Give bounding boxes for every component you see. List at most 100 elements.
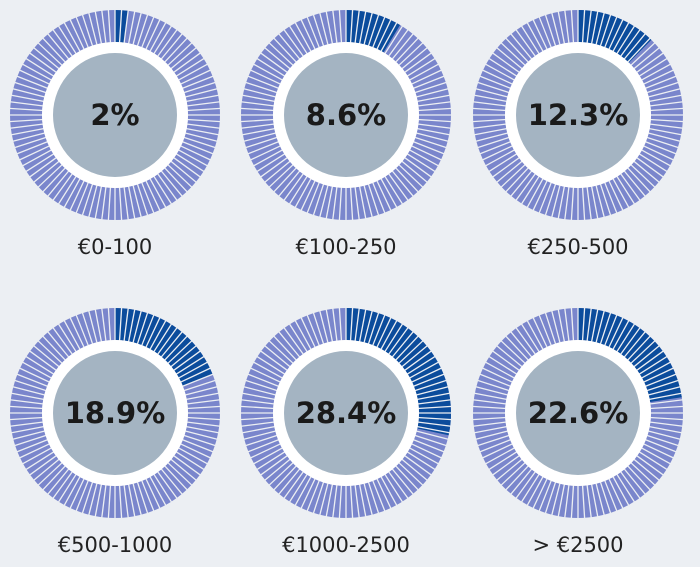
segment-separator [349, 9, 354, 44]
segment-separator [638, 355, 668, 375]
segment-separator [495, 344, 523, 368]
segment-separator [140, 181, 155, 214]
segment-separator [616, 25, 636, 55]
segment-separator [398, 163, 424, 189]
segment-separator [391, 468, 415, 496]
segment-separator [256, 57, 286, 77]
segment-separator [21, 63, 53, 81]
segment-separator [140, 16, 155, 49]
segment-separator [608, 18, 624, 51]
segment-separator [294, 177, 312, 209]
segment-separator [642, 145, 675, 161]
segment-separator [288, 323, 308, 353]
segment-separator [500, 461, 526, 487]
segment-separator [649, 101, 684, 107]
segment-separator [177, 63, 209, 81]
segment-separator [648, 392, 683, 401]
segment-separator [644, 140, 677, 155]
segment-separator [532, 18, 548, 51]
segment-separator [18, 443, 51, 459]
segment-separator [515, 470, 537, 500]
segment-separator [283, 470, 305, 500]
segment-separator [484, 447, 516, 465]
segment-separator [12, 430, 46, 440]
segment-separator [268, 163, 294, 189]
segment-separator [9, 416, 44, 421]
segment-separator [410, 69, 443, 85]
segment-separator [649, 421, 684, 427]
segment-separator [520, 175, 540, 205]
segment-separator [473, 94, 508, 103]
segment-separator [183, 81, 217, 94]
segment-separator [417, 107, 452, 112]
segment-separator [387, 28, 409, 58]
segment-separator [163, 37, 189, 63]
segment-separator [107, 307, 112, 342]
segment-separator [354, 186, 360, 221]
segment-separator [153, 323, 173, 353]
segment-separator [46, 170, 70, 198]
category-label: €500-1000 [58, 533, 172, 557]
value-label: 28.4% [296, 396, 397, 430]
segment-separator [94, 185, 103, 220]
segment-separator [101, 9, 107, 44]
segment-separator [167, 163, 193, 189]
donut: 2% €0-100 [9, 9, 221, 259]
segment-separator [240, 421, 275, 427]
segment-separator [259, 350, 289, 372]
segment-separator [9, 399, 44, 405]
segment-separator [408, 447, 440, 465]
segment-separator [648, 425, 683, 434]
segment-separator [294, 319, 312, 351]
segment-separator [25, 355, 55, 375]
segment-separator [401, 160, 429, 184]
segment-separator [338, 307, 343, 342]
segment-separator [101, 484, 107, 519]
segment-separator [256, 153, 286, 173]
segment-separator [398, 339, 424, 365]
segment-separator [153, 175, 173, 205]
segment-separator [244, 379, 278, 392]
donut: 8.6% €100-250 [240, 9, 452, 259]
segment-separator [37, 163, 63, 189]
segment-separator [586, 9, 592, 44]
segment-separator [544, 183, 557, 217]
segment-separator [612, 319, 630, 351]
segment-separator [646, 379, 680, 392]
segment-separator [599, 13, 612, 47]
segment-separator [81, 183, 94, 217]
segment-separator [371, 314, 386, 347]
segment-separator [363, 184, 373, 218]
segment-separator [163, 167, 189, 193]
segment-separator [244, 136, 278, 149]
segment-separator [376, 477, 392, 510]
segment-separator [244, 81, 278, 94]
segment-separator [504, 335, 530, 361]
segment-separator [472, 123, 507, 129]
segment-separator [57, 323, 77, 353]
segment-separator [18, 69, 51, 85]
segment-separator [406, 451, 436, 471]
segment-separator [338, 484, 343, 519]
segment-separator [595, 482, 605, 516]
donut: 22.6% > €2500 [472, 307, 684, 557]
segment-separator [495, 458, 523, 482]
segment-separator [63, 475, 81, 507]
segment-separator [319, 12, 329, 46]
segment-separator [564, 186, 570, 221]
segment-separator [649, 123, 684, 129]
segment-separator [570, 9, 575, 44]
segment-separator [170, 458, 198, 482]
segment-separator [25, 57, 55, 77]
segment-separator [410, 443, 443, 459]
segment-separator [349, 307, 354, 342]
segment-separator [644, 438, 677, 453]
segment-separator [504, 465, 530, 491]
segment-separator [16, 373, 49, 388]
category-label: > €2500 [532, 533, 623, 557]
segment-separator [647, 386, 681, 396]
segment-separator [149, 21, 167, 53]
segment-separator [479, 140, 512, 155]
segment-separator [488, 57, 518, 77]
segment-separator [595, 184, 605, 218]
